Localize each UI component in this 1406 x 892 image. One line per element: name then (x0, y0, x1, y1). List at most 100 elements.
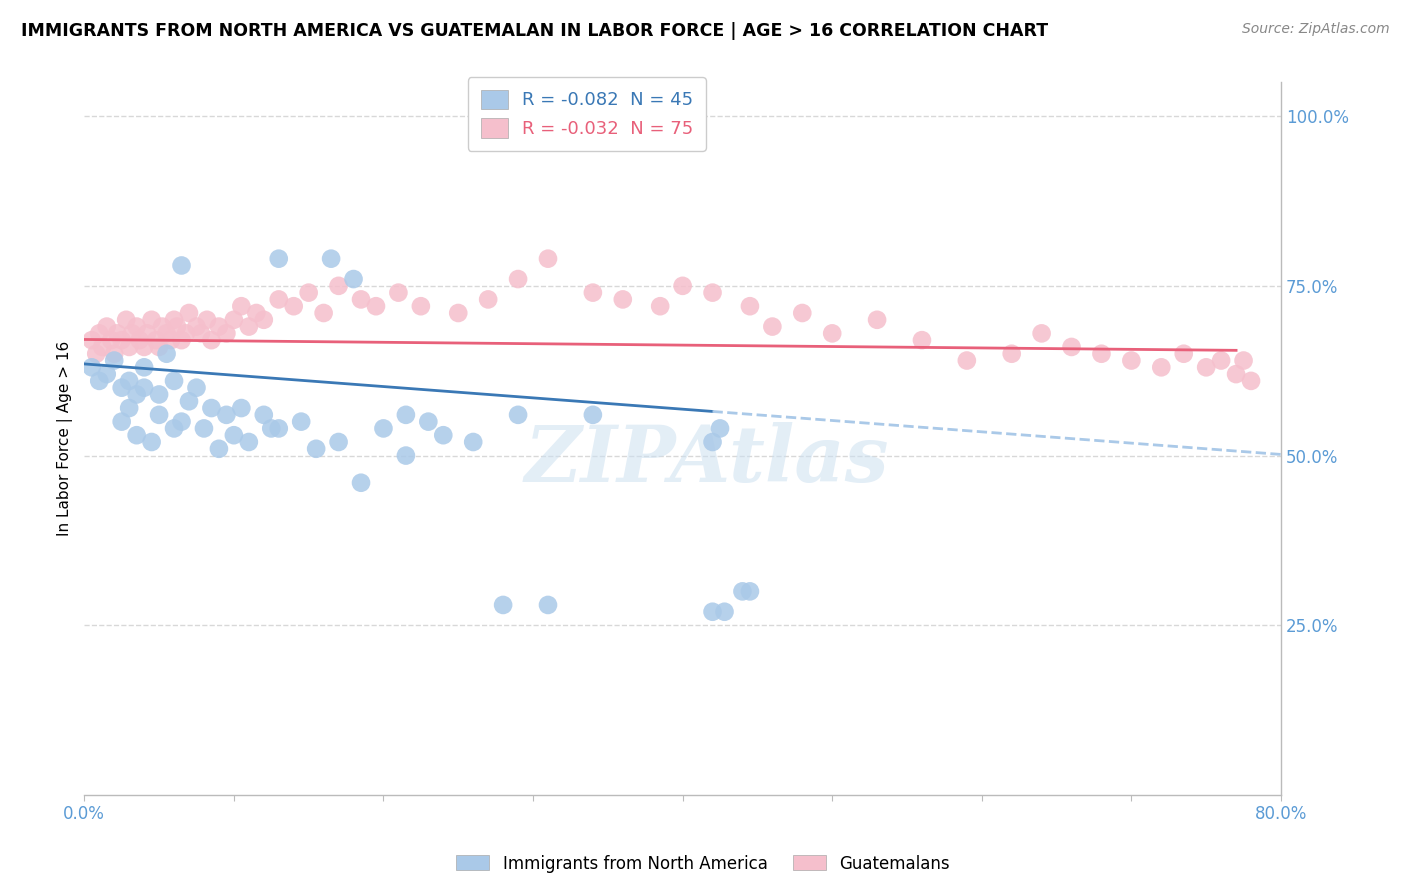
Point (118, 374, 141, 388)
Point (387, 285, 409, 300)
Point (96, 319, 118, 334)
Point (238, 319, 260, 334)
Point (91, 340, 114, 354)
Y-axis label: In Labor Force | Age > 16: In Labor Force | Age > 16 (58, 341, 73, 536)
Point (231, 401, 253, 415)
Point (125, 428, 148, 442)
Point (166, 319, 188, 334)
Point (215, 326, 238, 341)
Point (492, 598, 515, 612)
Point (134, 340, 156, 354)
Point (128, 333, 150, 347)
Point (186, 319, 208, 334)
Point (290, 415, 312, 429)
Point (738, 584, 761, 599)
Point (1211, 353, 1233, 368)
Point (111, 415, 134, 429)
Point (1195, 360, 1218, 375)
Point (761, 319, 783, 334)
Point (238, 435, 260, 450)
Point (170, 333, 193, 347)
Point (312, 306, 335, 320)
Point (111, 381, 134, 395)
Point (650, 299, 672, 313)
Point (702, 435, 724, 450)
Point (298, 285, 321, 300)
Point (163, 313, 186, 327)
Point (395, 449, 418, 463)
Point (612, 293, 634, 307)
Point (80, 333, 103, 347)
Point (100, 333, 122, 347)
Point (170, 259, 193, 273)
Point (125, 387, 148, 401)
Point (364, 299, 387, 313)
Point (134, 381, 156, 395)
Point (506, 272, 529, 286)
Point (208, 442, 231, 456)
Point (174, 326, 197, 341)
Point (89, 326, 111, 341)
Point (328, 278, 350, 293)
Point (409, 299, 432, 313)
Point (148, 408, 170, 422)
Point (96, 367, 118, 381)
Legend: R = -0.082  N = 45, R = -0.032  N = 75: R = -0.082 N = 45, R = -0.032 N = 75 (468, 77, 706, 151)
Point (319, 252, 342, 266)
Point (160, 333, 183, 347)
Point (305, 442, 328, 456)
Point (253, 408, 276, 422)
Point (121, 326, 143, 341)
Point (1232, 353, 1254, 368)
Point (342, 272, 364, 286)
Point (260, 421, 283, 435)
Point (141, 435, 163, 450)
Point (177, 394, 200, 409)
Point (177, 306, 200, 320)
Point (672, 278, 695, 293)
Point (463, 435, 485, 450)
Point (911, 333, 934, 347)
Point (709, 421, 731, 435)
Point (582, 408, 605, 422)
Point (537, 252, 560, 266)
Point (170, 415, 193, 429)
Point (1031, 326, 1053, 341)
Point (111, 333, 134, 347)
Point (118, 401, 141, 415)
Point (155, 326, 177, 341)
Point (89, 374, 111, 388)
Point (1150, 360, 1173, 375)
Point (163, 374, 186, 388)
Point (103, 347, 125, 361)
Point (150, 319, 173, 334)
Point (190, 326, 212, 341)
Legend: Immigrants from North America, Guatemalans: Immigrants from North America, Guatemala… (450, 848, 956, 880)
Point (702, 605, 724, 619)
Point (134, 360, 156, 375)
Point (186, 381, 208, 395)
Point (731, 584, 754, 599)
Point (1225, 367, 1247, 381)
Point (200, 333, 222, 347)
Point (125, 319, 148, 334)
Point (267, 421, 290, 435)
Point (582, 285, 605, 300)
Point (103, 353, 125, 368)
Point (702, 285, 724, 300)
Point (141, 313, 163, 327)
Point (447, 306, 470, 320)
Point (821, 326, 844, 341)
Point (80, 360, 103, 375)
Point (115, 313, 138, 327)
Point (163, 421, 186, 435)
Point (713, 605, 735, 619)
Point (145, 333, 167, 347)
Point (350, 475, 373, 490)
Point (148, 340, 170, 354)
Point (477, 293, 499, 307)
Point (222, 428, 245, 442)
Point (328, 435, 350, 450)
Point (956, 353, 979, 368)
Point (253, 313, 276, 327)
